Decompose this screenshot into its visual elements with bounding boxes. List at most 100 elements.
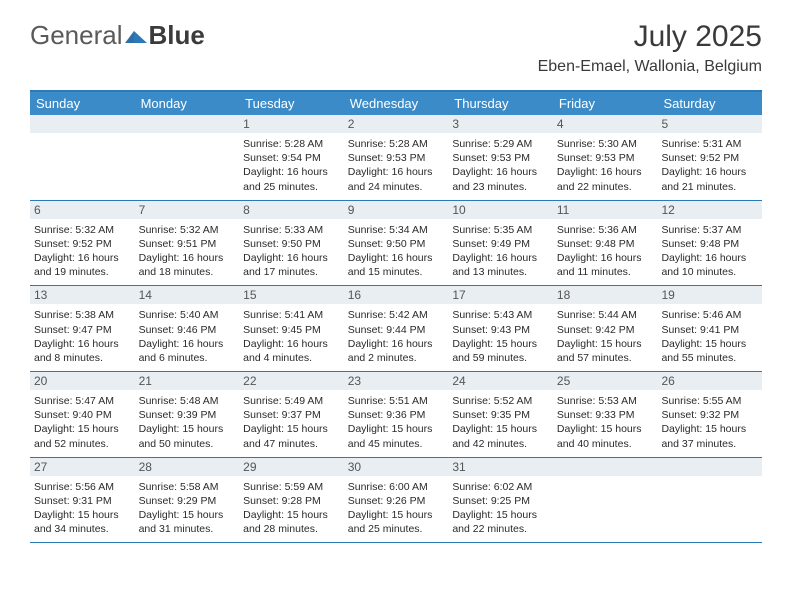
day-info: Sunrise: 5:35 AMSunset: 9:49 PMDaylight:… — [452, 223, 549, 280]
day-info: Sunrise: 5:38 AMSunset: 9:47 PMDaylight:… — [34, 308, 131, 365]
day-cell: 1Sunrise: 5:28 AMSunset: 9:54 PMDaylight… — [239, 115, 344, 200]
location-text: Eben-Emael, Wallonia, Belgium — [538, 58, 762, 76]
day-cell: 21 Sunrise: 5:48 AMSunset: 9:39 PMDayligh… — [135, 372, 240, 457]
day-number: 18 — [553, 286, 658, 304]
day-cell: 13 Sunrise: 5:38 AMSunset: 9:47 PMDayligh… — [30, 286, 135, 371]
calendar: SundayMondayTuesdayWednesdayThursdayFrid… — [30, 90, 762, 543]
day-info: Sunrise: 5:52 AMSunset: 9:35 PMDaylight:… — [452, 394, 549, 451]
day-info: Sunrise: 5:55 AMSunset: 9:32 PMDaylight:… — [661, 394, 758, 451]
day-number: 20 — [30, 372, 135, 390]
day-cell — [657, 458, 762, 543]
day-info: Sunrise: 6:00 AMSunset: 9:26 PMDaylight:… — [348, 480, 445, 537]
day-cell: 23Sunrise: 5:51 AMSunset: 9:36 PMDayligh… — [344, 372, 449, 457]
day-cell — [135, 115, 240, 200]
day-number: 15 — [239, 286, 344, 304]
day-number: 2 — [344, 115, 449, 133]
day-info: Sunrise: 5:34 AMSunset: 9:50 PMDaylight:… — [348, 223, 445, 280]
week-row: 6 Sunrise: 5:32 AMSunset: 9:52 PMDaylight… — [30, 201, 762, 287]
day-cell: 20Sunrise: 5:47 AMSunset: 9:40 PMDayligh… — [30, 372, 135, 457]
day-number: 6 — [30, 201, 135, 219]
day-number — [30, 115, 135, 133]
day-cell: 7 Sunrise: 5:32 AMSunset: 9:51 PMDaylight… — [135, 201, 240, 286]
day-info: Sunrise: 5:32 AMSunset: 9:51 PMDaylight:… — [139, 223, 236, 280]
day-info: Sunrise: 5:30 AMSunset: 9:53 PMDaylight:… — [557, 137, 654, 194]
page-header: General Blue July 2025 Eben-Emael, Wallo… — [0, 0, 792, 84]
day-cell: 14Sunrise: 5:40 AMSunset: 9:46 PMDayligh… — [135, 286, 240, 371]
day-info: Sunrise: 5:59 AMSunset: 9:28 PMDaylight:… — [243, 480, 340, 537]
day-number: 12 — [657, 201, 762, 219]
day-info: Sunrise: 5:53 AMSunset: 9:33 PMDaylight:… — [557, 394, 654, 451]
day-number: 4 — [553, 115, 658, 133]
day-cell: 2 Sunrise: 5:28 AMSunset: 9:53 PMDaylight… — [344, 115, 449, 200]
day-number: 10 — [448, 201, 553, 219]
day-number: 19 — [657, 286, 762, 304]
day-cell: 31Sunrise: 6:02 AMSunset: 9:25 PMDayligh… — [448, 458, 553, 543]
week-row: 27 Sunrise: 5:56 AMSunset: 9:31 PMDayligh… — [30, 458, 762, 544]
day-cell: 11Sunrise: 5:36 AMSunset: 9:48 PMDayligh… — [553, 201, 658, 286]
day-info: Sunrise: 5:33 AMSunset: 9:50 PMDaylight:… — [243, 223, 340, 280]
day-info: Sunrise: 5:31 AMSunset: 9:52 PMDaylight:… — [661, 137, 758, 194]
day-cell: 6 Sunrise: 5:32 AMSunset: 9:52 PMDaylight… — [30, 201, 135, 286]
day-header: Tuesday — [239, 92, 344, 115]
day-cell: 17 Sunrise: 5:43 AMSunset: 9:43 PMDayligh… — [448, 286, 553, 371]
day-header: Monday — [135, 92, 240, 115]
day-header: Friday — [553, 92, 658, 115]
day-cell: 15 Sunrise: 5:41 AMSunset: 9:45 PMDayligh… — [239, 286, 344, 371]
day-info: Sunrise: 5:43 AMSunset: 9:43 PMDaylight:… — [452, 308, 549, 365]
day-cell: 28Sunrise: 5:58 AMSunset: 9:29 PMDayligh… — [135, 458, 240, 543]
day-number: 8 — [239, 201, 344, 219]
day-info: Sunrise: 5:56 AMSunset: 9:31 PMDaylight:… — [34, 480, 131, 537]
week-row: 20Sunrise: 5:47 AMSunset: 9:40 PMDayligh… — [30, 372, 762, 458]
logo-text-1: General — [30, 20, 123, 51]
day-info: Sunrise: 5:28 AMSunset: 9:54 PMDaylight:… — [243, 137, 340, 194]
day-number: 22 — [239, 372, 344, 390]
day-info: Sunrise: 5:40 AMSunset: 9:46 PMDaylight:… — [139, 308, 236, 365]
day-cell: 9 Sunrise: 5:34 AMSunset: 9:50 PMDaylight… — [344, 201, 449, 286]
title-block: July 2025 Eben-Emael, Wallonia, Belgium — [538, 20, 762, 76]
day-cell: 24 Sunrise: 5:52 AMSunset: 9:35 PMDayligh… — [448, 372, 553, 457]
day-number: 27 — [30, 458, 135, 476]
logo: General Blue — [30, 20, 205, 51]
day-number — [553, 458, 658, 476]
day-number: 3 — [448, 115, 553, 133]
day-header: Saturday — [657, 92, 762, 115]
day-info: Sunrise: 5:48 AMSunset: 9:39 PMDaylight:… — [139, 394, 236, 451]
day-header: Sunday — [30, 92, 135, 115]
day-cell: 30 Sunrise: 6:00 AMSunset: 9:26 PMDayligh… — [344, 458, 449, 543]
day-cell — [30, 115, 135, 200]
day-cell: 16 Sunrise: 5:42 AMSunset: 9:44 PMDayligh… — [344, 286, 449, 371]
day-number: 13 — [30, 286, 135, 304]
day-info: Sunrise: 5:46 AMSunset: 9:41 PMDaylight:… — [661, 308, 758, 365]
day-number: 7 — [135, 201, 240, 219]
day-number: 30 — [344, 458, 449, 476]
day-number: 31 — [448, 458, 553, 476]
day-number: 9 — [344, 201, 449, 219]
day-number: 23 — [344, 372, 449, 390]
day-info: Sunrise: 5:44 AMSunset: 9:42 PMDaylight:… — [557, 308, 654, 365]
day-number: 16 — [344, 286, 449, 304]
day-info: Sunrise: 5:29 AMSunset: 9:53 PMDaylight:… — [452, 137, 549, 194]
day-number: 24 — [448, 372, 553, 390]
day-number: 21 — [135, 372, 240, 390]
day-cell: 3 Sunrise: 5:29 AMSunset: 9:53 PMDaylight… — [448, 115, 553, 200]
day-info: Sunrise: 5:36 AMSunset: 9:48 PMDaylight:… — [557, 223, 654, 280]
day-info: Sunrise: 5:42 AMSunset: 9:44 PMDaylight:… — [348, 308, 445, 365]
day-info: Sunrise: 5:32 AMSunset: 9:52 PMDaylight:… — [34, 223, 131, 280]
day-info: Sunrise: 5:41 AMSunset: 9:45 PMDaylight:… — [243, 308, 340, 365]
week-row: 1Sunrise: 5:28 AMSunset: 9:54 PMDaylight… — [30, 115, 762, 201]
day-number: 28 — [135, 458, 240, 476]
day-cell: 25Sunrise: 5:53 AMSunset: 9:33 PMDayligh… — [553, 372, 658, 457]
day-cell: 26Sunrise: 5:55 AMSunset: 9:32 PMDayligh… — [657, 372, 762, 457]
day-cell: 29Sunrise: 5:59 AMSunset: 9:28 PMDayligh… — [239, 458, 344, 543]
day-cell: 5 Sunrise: 5:31 AMSunset: 9:52 PMDaylight… — [657, 115, 762, 200]
day-info: Sunrise: 5:37 AMSunset: 9:48 PMDaylight:… — [661, 223, 758, 280]
weeks-container: 1Sunrise: 5:28 AMSunset: 9:54 PMDaylight… — [30, 115, 762, 543]
day-cell: 18 Sunrise: 5:44 AMSunset: 9:42 PMDayligh… — [553, 286, 658, 371]
day-info: Sunrise: 5:28 AMSunset: 9:53 PMDaylight:… — [348, 137, 445, 194]
day-header-row: SundayMondayTuesdayWednesdayThursdayFrid… — [30, 92, 762, 115]
week-row: 13 Sunrise: 5:38 AMSunset: 9:47 PMDayligh… — [30, 286, 762, 372]
day-number: 5 — [657, 115, 762, 133]
logo-text-2: Blue — [149, 20, 205, 51]
day-cell — [553, 458, 658, 543]
day-number: 17 — [448, 286, 553, 304]
